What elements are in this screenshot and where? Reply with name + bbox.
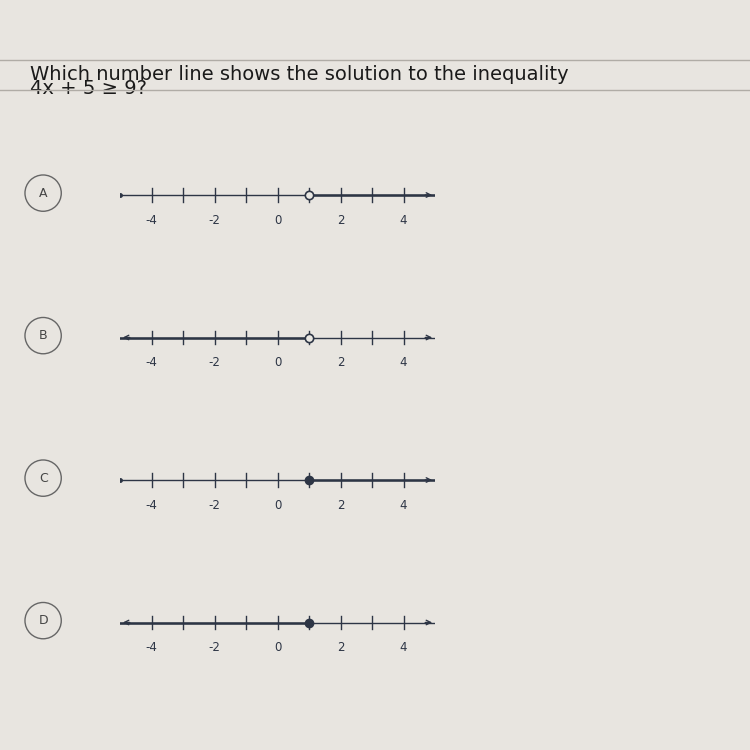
Text: C: C xyxy=(39,472,47,484)
Text: 0: 0 xyxy=(274,356,281,369)
Text: A: A xyxy=(39,187,47,200)
Text: -2: -2 xyxy=(209,641,220,654)
Text: -2: -2 xyxy=(209,356,220,369)
Text: D: D xyxy=(38,614,48,627)
Text: -4: -4 xyxy=(146,356,158,369)
Text: 0: 0 xyxy=(274,214,281,226)
Text: -4: -4 xyxy=(146,641,158,654)
Text: 4x + 5 ≥ 9?: 4x + 5 ≥ 9? xyxy=(30,80,147,98)
Text: 2: 2 xyxy=(337,356,344,369)
Text: 4: 4 xyxy=(400,214,407,226)
Text: 0: 0 xyxy=(274,499,281,512)
Text: -2: -2 xyxy=(209,499,220,512)
Text: Which number line shows the solution to the inequality: Which number line shows the solution to … xyxy=(30,65,568,85)
Text: -2: -2 xyxy=(209,214,220,226)
Text: B: B xyxy=(39,329,47,342)
Text: -4: -4 xyxy=(146,499,158,512)
Text: 0: 0 xyxy=(274,641,281,654)
Text: -4: -4 xyxy=(146,214,158,226)
Text: 4: 4 xyxy=(400,641,407,654)
Text: 2: 2 xyxy=(337,499,344,512)
Text: 2: 2 xyxy=(337,641,344,654)
Text: 4: 4 xyxy=(400,499,407,512)
Text: 2: 2 xyxy=(337,214,344,226)
Text: 4: 4 xyxy=(400,356,407,369)
